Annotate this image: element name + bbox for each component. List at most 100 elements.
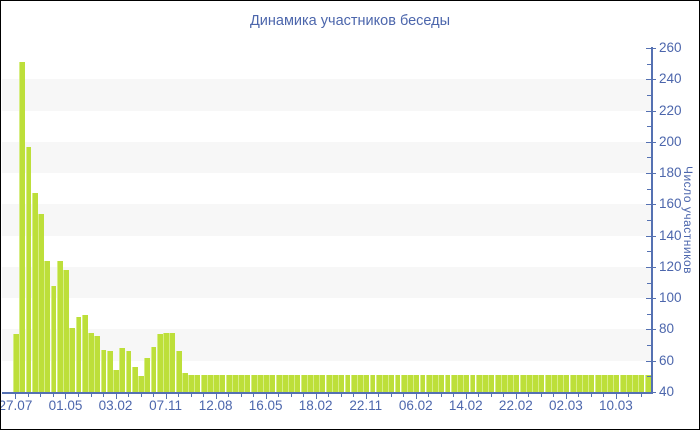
bar[interactable]: [344, 374, 351, 392]
bar[interactable]: [425, 374, 432, 392]
bar[interactable]: [400, 374, 407, 392]
bar[interactable]: [557, 374, 564, 392]
bar[interactable]: [569, 374, 576, 392]
bar[interactable]: [38, 213, 44, 392]
bar[interactable]: [156, 334, 163, 392]
bar[interactable]: [13, 334, 19, 392]
bar[interactable]: [306, 374, 313, 392]
bar[interactable]: [382, 374, 388, 392]
bar[interactable]: [388, 374, 395, 392]
bar[interactable]: [200, 374, 207, 392]
bar[interactable]: [469, 374, 476, 392]
bar[interactable]: [332, 374, 338, 392]
bar[interactable]: [588, 374, 595, 392]
bar[interactable]: [394, 374, 401, 392]
bar[interactable]: [50, 285, 57, 392]
bar[interactable]: [507, 374, 514, 392]
bar[interactable]: [432, 374, 438, 392]
bar[interactable]: [375, 374, 382, 392]
bar[interactable]: [288, 374, 295, 392]
bar[interactable]: [482, 374, 488, 392]
bar[interactable]: [94, 335, 101, 392]
bar[interactable]: [444, 374, 451, 392]
bar[interactable]: [607, 374, 614, 392]
bar[interactable]: [269, 374, 276, 392]
bar[interactable]: [513, 374, 520, 392]
bar[interactable]: [638, 374, 645, 392]
bar[interactable]: [113, 370, 119, 392]
bar[interactable]: [475, 374, 482, 392]
bar[interactable]: [450, 374, 457, 392]
bar[interactable]: [313, 374, 320, 392]
bar[interactable]: [594, 374, 601, 392]
bar[interactable]: [213, 374, 220, 392]
bar[interactable]: [19, 62, 26, 392]
bar[interactable]: [613, 374, 620, 392]
bar[interactable]: [244, 374, 251, 392]
bar[interactable]: [438, 374, 445, 392]
bar[interactable]: [163, 332, 169, 392]
bar[interactable]: [338, 374, 345, 392]
bar[interactable]: [281, 374, 288, 392]
bar[interactable]: [225, 374, 232, 392]
bar[interactable]: [119, 348, 126, 392]
bar[interactable]: [500, 374, 507, 392]
bar[interactable]: [525, 374, 532, 392]
bar[interactable]: [644, 374, 651, 392]
bar[interactable]: [550, 374, 557, 392]
bar[interactable]: [363, 374, 370, 392]
bar[interactable]: [457, 374, 463, 392]
bar[interactable]: [325, 374, 332, 392]
bar[interactable]: [532, 374, 539, 392]
bar[interactable]: [69, 327, 76, 392]
bar[interactable]: [144, 357, 151, 392]
bar[interactable]: [44, 260, 51, 392]
bar[interactable]: [256, 374, 263, 392]
bar[interactable]: [106, 351, 113, 392]
bar[interactable]: [319, 374, 326, 392]
bar[interactable]: [231, 374, 238, 392]
bar[interactable]: [419, 374, 426, 392]
bar[interactable]: [413, 374, 420, 392]
bar[interactable]: [538, 374, 545, 392]
bar[interactable]: [138, 376, 144, 392]
bar[interactable]: [619, 374, 626, 392]
bar[interactable]: [194, 374, 201, 392]
bar[interactable]: [582, 374, 589, 392]
bar[interactable]: [25, 146, 32, 392]
bar[interactable]: [263, 374, 270, 392]
bar[interactable]: [463, 374, 470, 392]
bar[interactable]: [275, 374, 282, 392]
bar[interactable]: [81, 315, 88, 392]
bar[interactable]: [600, 374, 607, 392]
bar[interactable]: [488, 374, 495, 392]
bar[interactable]: [75, 316, 82, 392]
bar[interactable]: [188, 374, 195, 392]
bar[interactable]: [125, 351, 132, 392]
bar[interactable]: [131, 366, 138, 392]
bar[interactable]: [150, 346, 157, 392]
bar[interactable]: [31, 193, 38, 392]
bar[interactable]: [238, 374, 245, 392]
bar[interactable]: [625, 374, 632, 392]
bar[interactable]: [88, 332, 94, 392]
bar[interactable]: [519, 374, 526, 392]
bar[interactable]: [294, 374, 301, 392]
bar[interactable]: [575, 374, 582, 392]
bar[interactable]: [100, 349, 107, 392]
bar[interactable]: [369, 374, 376, 392]
bar[interactable]: [407, 374, 413, 392]
bar[interactable]: [206, 374, 213, 392]
bar[interactable]: [219, 374, 226, 392]
bar[interactable]: [181, 373, 188, 392]
bar[interactable]: [169, 332, 176, 392]
bar[interactable]: [350, 374, 357, 392]
bar[interactable]: [563, 374, 570, 392]
bar[interactable]: [357, 374, 363, 392]
bar[interactable]: [632, 374, 639, 392]
bar[interactable]: [494, 374, 501, 392]
bar[interactable]: [300, 374, 307, 392]
bar[interactable]: [250, 374, 257, 392]
bar[interactable]: [63, 270, 69, 392]
bar[interactable]: [56, 260, 63, 392]
